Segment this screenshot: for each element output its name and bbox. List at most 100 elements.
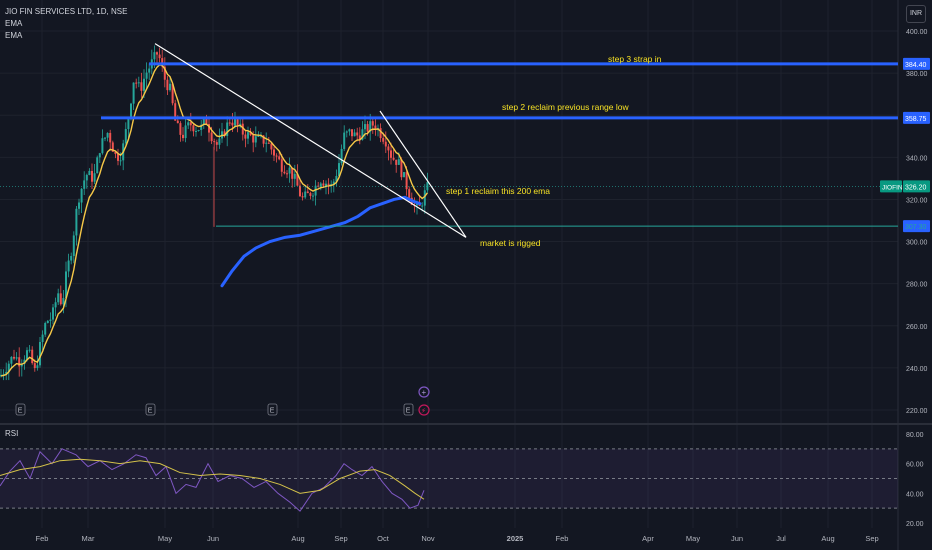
candle-body	[244, 134, 247, 139]
candle-body	[397, 159, 400, 165]
candle-body	[67, 260, 70, 272]
candle-body	[96, 157, 99, 174]
candle-body	[169, 83, 171, 91]
candle-body	[59, 293, 62, 305]
candle-body	[23, 359, 26, 364]
candle-body	[145, 72, 148, 79]
price-tag-level2: 358.75	[905, 116, 927, 123]
price-tag-level3-bg	[903, 57, 930, 70]
candle-body	[273, 149, 275, 156]
candle-body	[171, 83, 174, 104]
candle-body	[117, 153, 119, 161]
candle-body	[70, 255, 73, 261]
earnings-marker	[267, 403, 278, 416]
candle-body	[314, 185, 317, 196]
candle-body	[286, 173, 288, 175]
candle-body	[348, 129, 351, 132]
candle-body	[176, 120, 179, 124]
horizontal-levels[interactable]	[0, 62, 898, 227]
price-tick-label: 380.00	[906, 71, 928, 78]
annotation-labels: step 3 strap in step 2 reclaim previous r…	[15, 54, 662, 416]
time-tick-label: Jul	[776, 534, 786, 543]
indicator-ema-1[interactable]: EMA	[5, 19, 23, 28]
candle-body	[213, 141, 216, 143]
ema200-polyline	[220, 195, 422, 288]
ema-fast-line	[0, 64, 428, 377]
candle-body	[148, 68, 151, 73]
candle-body	[262, 135, 265, 144]
candle-body	[306, 191, 309, 194]
candle-body	[106, 132, 109, 138]
currency-button[interactable]: INR	[906, 5, 926, 23]
candle-body	[325, 183, 327, 186]
indicator-ema-2[interactable]: EMA	[5, 31, 23, 40]
candle-body	[299, 185, 301, 197]
candle-body	[18, 357, 21, 367]
candle-body	[288, 167, 291, 174]
candle-body	[379, 128, 382, 139]
earnings-marker	[145, 403, 156, 416]
candle-body	[340, 148, 343, 164]
candle-body	[387, 146, 390, 151]
candle-body	[33, 363, 36, 369]
candle-body	[93, 173, 96, 182]
candle-body	[353, 132, 356, 137]
candle-body	[143, 78, 145, 91]
time-tick-label: Aug	[821, 534, 834, 543]
candle-body	[257, 135, 260, 137]
candle-body	[366, 124, 369, 132]
candle-body	[283, 171, 286, 174]
candle-body	[403, 172, 405, 178]
candle-body	[301, 196, 304, 198]
ema200-line	[220, 195, 422, 288]
rsi-tick-label: 60.00	[906, 462, 924, 469]
annotation-step1: step 1 reclaim this 200 ema	[446, 186, 550, 196]
candle-body	[195, 131, 197, 133]
candle-body	[135, 82, 138, 84]
candle-body	[374, 125, 377, 130]
annotation-step2: step 2 reclaim previous range low	[502, 102, 629, 112]
candle-body	[62, 298, 65, 305]
candle-body	[384, 141, 387, 147]
candle-body	[254, 136, 257, 143]
symbol-tag-bg	[880, 180, 902, 193]
rsi-tick-label: 20.00	[906, 521, 924, 528]
earnings-marker	[403, 403, 414, 416]
trendlines[interactable]	[154, 43, 467, 238]
price-tag-level1: 307.30	[905, 224, 927, 231]
price-tag-last: 326.20	[905, 184, 927, 191]
ema-fast-polyline	[0, 64, 428, 377]
candle-body	[405, 172, 408, 190]
candle-body	[319, 183, 322, 187]
candle-body	[293, 173, 296, 179]
candle-body	[179, 123, 182, 135]
candle-body	[247, 132, 249, 139]
candle-body	[364, 124, 366, 130]
candle-body	[358, 135, 361, 140]
candle-body	[202, 119, 205, 125]
candle-body	[114, 151, 117, 154]
candle-body	[140, 82, 143, 91]
lightning-event-icon-glyph: ⚡	[421, 407, 426, 415]
candle-body	[174, 103, 177, 121]
time-axis: Feb Mar May Jun Aug Sep Oct Nov 2025 Feb Apr May Jun…	[36, 534, 879, 543]
candle-body	[239, 123, 242, 125]
candle-body	[423, 190, 426, 206]
rsi-band	[0, 448, 898, 509]
candle-body	[309, 193, 312, 196]
price-tick-label: 400.00	[906, 29, 928, 36]
earnings-marker-label: E	[406, 408, 411, 415]
candle-body	[88, 170, 91, 175]
candle-body	[228, 122, 231, 124]
rsi-line	[0, 448, 425, 512]
candle-body	[36, 365, 39, 369]
annotation-step3: step 3 strap in	[608, 54, 662, 64]
annotation-rigged: market is rigged	[480, 238, 541, 248]
candle-body	[109, 132, 112, 143]
candle-body	[72, 235, 75, 256]
candle-body	[296, 173, 299, 186]
candle-body	[241, 123, 244, 135]
candle-body	[137, 82, 140, 84]
